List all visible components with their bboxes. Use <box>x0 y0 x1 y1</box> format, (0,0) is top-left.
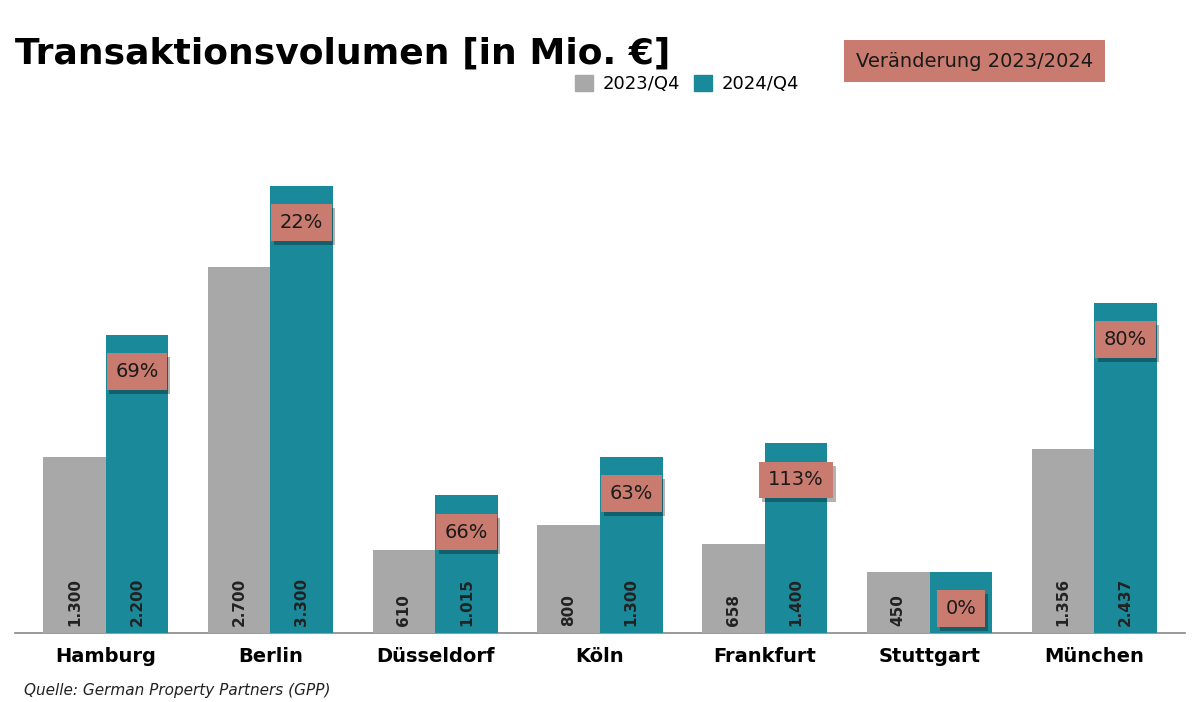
Text: 1.300: 1.300 <box>67 578 82 626</box>
Text: 69%: 69% <box>119 366 162 385</box>
Bar <box>1032 449 1094 633</box>
Bar <box>372 550 436 633</box>
Text: 66%: 66% <box>445 522 488 541</box>
Text: 113%: 113% <box>768 470 824 489</box>
Text: 0%: 0% <box>948 603 979 622</box>
Text: 113%: 113% <box>772 475 827 494</box>
Text: 22%: 22% <box>283 217 326 236</box>
Text: 63%: 63% <box>610 484 653 503</box>
Text: 1.015: 1.015 <box>460 578 474 626</box>
Text: 0%: 0% <box>946 600 977 618</box>
Text: 2.700: 2.700 <box>232 578 247 626</box>
Bar <box>866 572 930 633</box>
Bar <box>600 457 662 633</box>
Text: 800: 800 <box>562 595 576 626</box>
Bar <box>43 457 106 633</box>
Text: 69%: 69% <box>115 362 158 381</box>
Bar <box>106 335 168 633</box>
Text: 610: 610 <box>396 595 412 626</box>
Text: Quelle: German Property Partners (GPP): Quelle: German Property Partners (GPP) <box>24 683 330 698</box>
Text: 2.437: 2.437 <box>1118 578 1133 626</box>
Text: Veränderung 2023/2024: Veränderung 2023/2024 <box>856 51 1093 70</box>
Bar <box>1094 303 1157 633</box>
Text: 450: 450 <box>890 595 906 626</box>
Bar <box>702 544 764 633</box>
Bar <box>436 496 498 633</box>
Bar <box>208 267 270 633</box>
Text: 1.400: 1.400 <box>788 578 804 626</box>
Text: 1.300: 1.300 <box>624 578 638 626</box>
Text: 80%: 80% <box>1104 330 1147 349</box>
Text: 63%: 63% <box>612 488 656 507</box>
Text: Transaktionsvolumen [in Mio. €]: Transaktionsvolumen [in Mio. €] <box>16 36 671 70</box>
Bar <box>270 186 334 633</box>
Text: 80%: 80% <box>1108 334 1151 353</box>
Text: 658: 658 <box>726 595 740 626</box>
Bar <box>764 443 828 633</box>
Text: 22%: 22% <box>280 213 324 232</box>
Legend: 2023/Q4, 2024/Q4: 2023/Q4, 2024/Q4 <box>568 67 806 100</box>
Text: 66%: 66% <box>448 526 491 545</box>
Text: 2.200: 2.200 <box>130 578 144 626</box>
Text: 1.356: 1.356 <box>1056 578 1070 626</box>
Text: 450: 450 <box>953 595 968 626</box>
Text: 3.300: 3.300 <box>294 578 310 626</box>
Bar <box>930 572 992 633</box>
Bar <box>538 524 600 633</box>
